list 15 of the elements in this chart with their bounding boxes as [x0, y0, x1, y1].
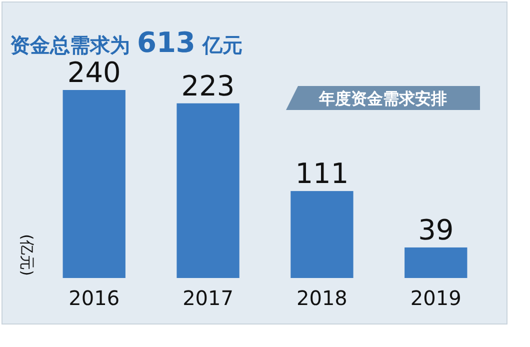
chart-title: 资金总需求为 613 亿元: [10, 26, 242, 59]
bar: [176, 103, 240, 278]
annotation: 年度资金需求安排: [318, 89, 447, 108]
x-tick-label: 2019: [410, 286, 462, 310]
bar: [62, 90, 126, 278]
y-axis-title: (亿元): [18, 234, 36, 276]
x-tick-label: 2016: [68, 286, 120, 310]
data-label: 111: [295, 157, 349, 190]
x-tick-label: 2017: [182, 286, 234, 310]
x-tick-label: 2018: [296, 286, 348, 310]
data-label: 240: [67, 56, 121, 89]
data-label: 39: [418, 213, 454, 246]
data-label: 223: [181, 69, 235, 102]
bar: [290, 191, 354, 278]
bar: [404, 247, 468, 278]
